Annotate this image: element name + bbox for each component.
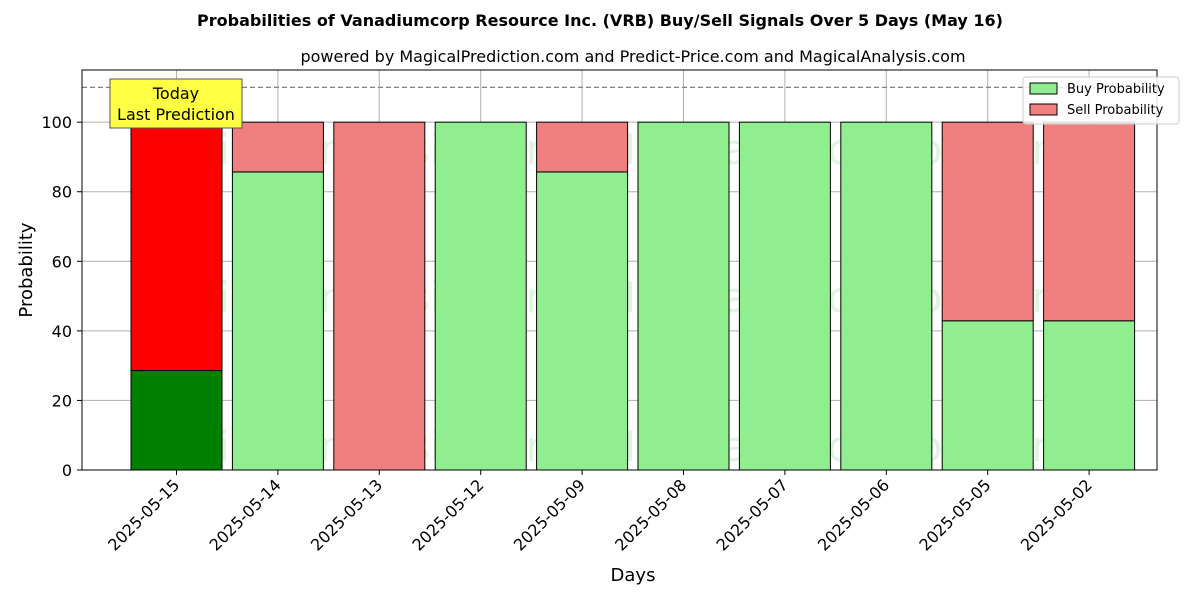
y-tick-label: 60: [52, 252, 72, 271]
x-tick-label: 2025-05-05: [915, 475, 994, 554]
x-tick-label: 2025-05-07: [713, 475, 792, 554]
x-tick-label: 2025-05-06: [814, 475, 893, 554]
today-annotation: Today Last Prediction: [109, 78, 243, 129]
bars: [130, 121, 1136, 471]
bar-sell: [333, 121, 426, 471]
x-tick-label: 2025-05-02: [1017, 475, 1096, 554]
legend-swatch: [1029, 103, 1058, 116]
y-axis-label: Probability: [16, 222, 37, 317]
plot-frame: [81, 69, 1158, 471]
bar-buy: [840, 121, 933, 471]
bar-sell: [130, 121, 223, 372]
annotation-line: Last Prediction: [117, 105, 235, 124]
y-tick-label: 80: [52, 183, 72, 202]
bar-buy: [941, 320, 1034, 471]
bar-buy: [434, 121, 527, 471]
x-tick-label: 2025-05-09: [510, 475, 589, 554]
chart-title: Probabilities of Vanadiumcorp Resource I…: [197, 11, 1003, 30]
x-axis-label: Days: [611, 565, 656, 586]
legend-label: Sell Probability: [1067, 103, 1164, 118]
bar-buy: [231, 171, 324, 471]
x-tick-label: 2025-05-14: [206, 475, 285, 554]
legend: Buy Probability Sell Probability: [1022, 76, 1180, 125]
chart-subtitle: powered by MagicalPrediction.com and Pre…: [300, 47, 965, 66]
legend-swatch: [1029, 82, 1058, 95]
bar-sell: [536, 121, 629, 173]
legend-box: [1022, 76, 1180, 125]
annotation-line: Today: [152, 84, 199, 103]
y-tick-label: 0: [62, 461, 72, 480]
x-axis-ticks: 2025-05-15 2025-05-14 2025-05-13 2025-05-12…: [104, 470, 1096, 555]
y-tick-label: 100: [41, 113, 72, 132]
bar-buy: [130, 370, 223, 471]
x-tick-label: 2025-05-08: [611, 475, 690, 554]
y-axis-ticks: 0 20 40 60 80 100: [41, 113, 82, 480]
x-tick-label: 2025-05-15: [104, 475, 183, 554]
y-tick-label: 20: [52, 391, 72, 410]
legend-label: Buy Probability: [1067, 82, 1165, 97]
bar-buy: [738, 121, 831, 471]
bar-buy: [1043, 320, 1136, 471]
bar-buy: [536, 171, 629, 471]
bar-sell: [231, 121, 324, 173]
bar-sell: [941, 121, 1034, 322]
x-tick-label: 2025-05-13: [307, 475, 386, 554]
bar-sell: [1043, 121, 1136, 322]
annotation-box: [109, 78, 243, 129]
y-tick-label: 40: [52, 322, 72, 341]
bar-buy: [637, 121, 730, 471]
x-tick-label: 2025-05-12: [408, 475, 487, 554]
